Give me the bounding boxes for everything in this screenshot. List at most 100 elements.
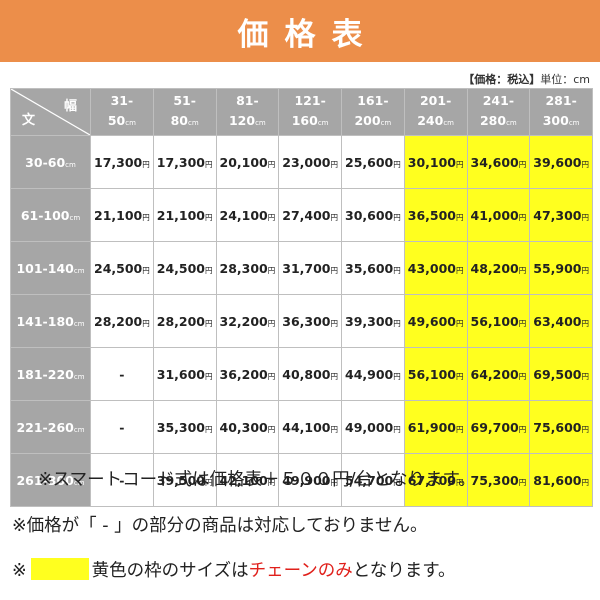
width-range-start: 161- [357,93,389,108]
width-range-end: 120 [228,113,256,128]
width-column-header: 121- 160cm [278,88,342,136]
unit-label: cm [187,119,199,127]
price-value: 55,900 [533,260,582,276]
yen-unit: 円 [330,318,339,328]
yen-unit: 円 [393,318,401,328]
price-value: 40,800 [282,366,331,382]
yen-unit: 円 [267,265,276,275]
note-smart-cord: ※スマートコード式は価格表＋５００円/台となります。 [38,470,476,490]
price-cell: 75,600円 [529,400,593,454]
price-cell: 44,900円 [341,347,405,401]
price-value: 36,200 [219,366,268,382]
price-value: 75,600 [533,419,582,435]
price-cell: 28,200円 [152,294,217,348]
yen-unit: 円 [267,424,276,434]
yen-unit: 円 [518,477,527,487]
width-range-start: 81- [236,93,259,108]
yen-unit: 円 [267,477,276,487]
price-cell: 69,500円 [529,347,593,401]
note-text: 黄色の枠のサイズは [91,561,249,581]
price-cell: 56,100円 [403,347,468,401]
yen-unit: 円 [267,159,276,169]
price-value: 31,600 [156,366,205,382]
yen-unit: 円 [518,212,527,222]
note-chain-only: チェーンのみ [248,561,353,581]
price-value: 40,300 [219,419,268,435]
yen-unit: 円 [205,477,213,487]
yen-unit: 円 [142,159,150,169]
yen-unit: 円 [267,371,276,381]
price-cell: 35,600円 [341,241,405,295]
price-cell: 75,300円 [466,453,531,507]
yen-unit: 円 [581,318,590,328]
unit-label: cm [73,372,85,381]
price-cell: 39,600円 [529,135,593,189]
yen-unit: 円 [205,159,213,169]
price-cell: 24,500円 [90,241,154,295]
price-cell: 49,600円 [403,294,468,348]
price-value: 56,100 [470,313,519,329]
price-value: 24,500 [156,260,205,276]
width-column-header: 201- 240cm [403,88,468,136]
price-value: 21,100 [156,207,205,223]
yen-unit: 円 [330,477,339,487]
yen-unit: 円 [393,477,401,487]
yen-unit: 円 [456,318,464,328]
price-cell: 21,100円 [90,188,154,242]
yen-unit: 円 [330,265,339,275]
width-range-end: 200 [354,113,381,128]
note-mark: ※ [12,561,27,581]
tax-label: 【価格：税込】 [463,73,541,86]
yen-unit: 円 [393,212,401,222]
price-cell: 69,700円 [466,400,531,454]
table-row: 141-180cm 28,200円 28,200円 32,200円 36,300円 39,… [10,294,593,348]
price-value: 69,500 [533,366,582,382]
yen-unit: 円 [456,371,464,381]
price-value: 49,600 [407,313,456,329]
price-value: 23,000 [282,154,331,170]
price-value: 36,300 [282,313,331,329]
yen-unit: 円 [581,477,590,487]
width-range-start: 51- [173,93,196,108]
yen-unit: 円 [205,212,213,222]
width-range-end: 300 [542,113,569,128]
price-table-body: 30-60cm 17,300円 17,300円 20,100円 23,000円 25,60… [10,135,593,507]
yellow-swatch [30,558,89,580]
diagonal-divider [11,89,90,135]
price-cell: 28,300円 [215,241,280,295]
note-yellow-frame: ※ 黄色の枠のサイズはチェーンのみとなります。 [12,557,456,582]
price-value: 56,100 [407,366,456,382]
corner-header: 幅 文 [10,88,91,136]
yen-unit: 円 [518,265,527,275]
yen-unit: 円 [581,159,590,169]
price-cell: 36,300円 [278,294,342,348]
price-cell: 49,000円 [341,400,405,454]
yen-unit: 円 [205,318,213,328]
yen-unit: 円 [330,159,339,169]
yen-unit: 円 [330,424,339,434]
price-cell: 41,000円 [466,188,531,242]
yen-unit: 円 [205,424,213,434]
unit-label: cm [317,119,329,127]
price-cell: 67,700円 [403,453,468,507]
price-cell: 27,400円 [278,188,342,242]
price-value: 49,000 [345,419,394,435]
width-range-start: 121- [294,93,326,108]
table-row: 181-220cm -31,600円 36,200円 40,800円 44,900円 56… [10,347,593,401]
price-cell: 25,600円 [341,135,405,189]
width-header-row: 幅 文 31- 50cm 51- 80cm 81- 120cm 121- 160cm 161- 2… [10,88,593,136]
width-range-end: 280 [479,113,507,128]
price-cell: 39,300円 [341,294,405,348]
yen-unit: 円 [456,159,464,169]
price-value: 69,700 [470,419,519,435]
yen-unit: 円 [267,318,276,328]
price-value: 81,600 [533,472,582,488]
yen-unit: 円 [581,424,590,434]
table-row: 101-140cm 24,500円 24,500円 28,300円 31,700円 35,… [10,241,593,295]
height-row-header: 61-100cm [10,188,91,242]
price-cell: 17,300円 [152,135,217,189]
price-value: - [119,366,125,382]
price-value: 44,100 [282,419,331,435]
width-axis-label: 幅 [63,99,77,114]
price-value: 39,500 [156,472,205,488]
